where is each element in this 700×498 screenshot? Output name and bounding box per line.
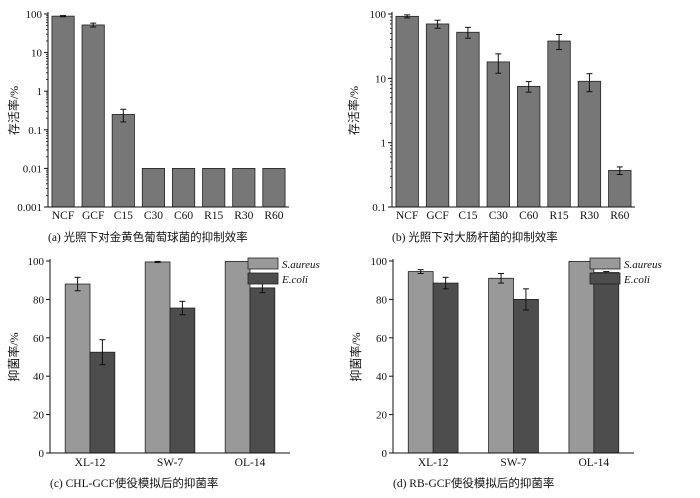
y-tick-label: 0.01 xyxy=(23,163,42,175)
bar-ecoli xyxy=(593,272,620,454)
bar xyxy=(262,167,286,208)
y-axis-label: 抑菌率/% xyxy=(348,332,363,381)
bar-saureus xyxy=(144,261,171,454)
bar xyxy=(51,15,75,208)
chart-panel-a: 0.001 0.01 0.1 1 10 100 NCF GCF C15 C30 C60 R15 R30 R… xyxy=(6,9,289,244)
y-tick-label: 10 xyxy=(375,73,387,85)
bar xyxy=(81,24,105,208)
x-tick-label: C30 xyxy=(489,210,508,222)
x-tick-label: C30 xyxy=(144,210,163,222)
y-tick-label: 1 xyxy=(37,86,43,98)
x-tick-label: R15 xyxy=(549,210,568,222)
y-axis-label: 抑菌率/% xyxy=(6,332,21,381)
x-tick-label: R30 xyxy=(234,210,253,222)
legend-swatch xyxy=(247,257,279,270)
legend-label: S.aureus xyxy=(282,259,320,271)
x-tick-label: GCF xyxy=(426,210,448,222)
x-tick-label: C60 xyxy=(174,210,193,222)
x-tick-label: OL-14 xyxy=(235,457,266,469)
x-tick-label: GCF xyxy=(82,210,104,222)
bar xyxy=(547,40,571,208)
bar xyxy=(517,85,541,208)
y-tick-label: 0.1 xyxy=(372,202,386,214)
y-axis-label: 存活率/% xyxy=(6,86,21,135)
bar-saureus xyxy=(488,277,514,454)
bar-ecoli xyxy=(513,298,539,454)
x-tick-label: C60 xyxy=(519,210,538,222)
bar-saureus xyxy=(224,260,251,454)
bar-saureus xyxy=(407,271,434,454)
panel-caption: (c) CHL-GCF使役模拟后的抑菌率 xyxy=(50,476,218,490)
legend-swatch xyxy=(247,272,279,285)
y-tick-label: 80 xyxy=(33,294,45,306)
y-tick-label: 0 xyxy=(382,448,388,460)
bar xyxy=(486,61,510,208)
bar xyxy=(577,80,602,208)
y-tick-label: 20 xyxy=(33,410,45,422)
chart-panel-b: 0.1 1 10 100 NCF GCF C15 C30 C60 R15 R30 R60 存活率/% (b… xyxy=(346,9,635,244)
bar xyxy=(172,167,196,208)
x-tick-label: R15 xyxy=(204,210,223,222)
y-axis-label: 存活率/% xyxy=(346,86,361,135)
x-tick-label: R30 xyxy=(580,210,599,222)
bar xyxy=(456,31,480,208)
x-tick-label: NCF xyxy=(52,210,74,222)
y-tick-label: 40 xyxy=(33,371,45,383)
y-tick-label: 20 xyxy=(376,410,388,422)
legend-swatch xyxy=(589,257,621,270)
bar-saureus xyxy=(64,283,91,454)
bar xyxy=(141,167,165,208)
bar xyxy=(425,23,450,208)
y-tick-label: 60 xyxy=(33,333,45,345)
x-tick-label: NCF xyxy=(396,210,418,222)
y-tick-label: 100 xyxy=(371,256,388,268)
bar-ecoli xyxy=(432,282,459,454)
y-tick-label: 10 xyxy=(31,48,43,60)
x-tick-label: OL-14 xyxy=(578,457,609,469)
legend-label: E.coli xyxy=(281,274,308,286)
bar-ecoli xyxy=(249,287,276,454)
x-tick-label: C15 xyxy=(458,210,477,222)
panel-caption: (d) RB-GCF使役模拟后的抑菌率 xyxy=(393,476,554,490)
y-tick-label: 0 xyxy=(39,448,45,460)
bar xyxy=(608,170,632,208)
bar xyxy=(202,167,226,208)
x-tick-label: XL-12 xyxy=(418,457,449,469)
panel-caption: (b) 光照下对大肠杆菌的抑制效率 xyxy=(392,230,558,244)
bar-saureus xyxy=(568,260,595,454)
y-tick-label: 60 xyxy=(376,333,388,345)
x-tick-label: SW-7 xyxy=(157,457,183,469)
chart-panel-c: 0 20 40 60 80 100 XL-12 SW-7 OL-14 抑菌率/% (c) CHL-G… xyxy=(6,256,320,490)
y-tick-label: 1 xyxy=(381,138,387,150)
y-tick-label: 100 xyxy=(26,9,43,21)
y-tick-label: 100 xyxy=(370,9,387,21)
x-tick-label: R60 xyxy=(264,210,283,222)
bar xyxy=(395,15,419,208)
y-tick-label: 40 xyxy=(376,371,388,383)
x-tick-label: XL-12 xyxy=(75,457,106,469)
y-tick-label: 100 xyxy=(28,256,45,268)
bar-ecoli xyxy=(169,307,196,454)
y-tick-label: 0.001 xyxy=(17,202,42,214)
legend-label: E.coli xyxy=(623,274,650,286)
bar-ecoli xyxy=(89,351,116,454)
panel-caption: (a) 光照下对金黄色葡萄球菌的抑制效率 xyxy=(48,230,248,244)
y-tick-label: 0.1 xyxy=(28,125,42,137)
x-tick-label: SW-7 xyxy=(500,457,526,469)
x-tick-label: C15 xyxy=(114,210,133,222)
x-tick-label: R60 xyxy=(610,210,629,222)
legend-label: S.aureus xyxy=(624,259,662,271)
bar xyxy=(111,114,135,208)
legend-swatch xyxy=(589,272,621,285)
bar xyxy=(232,167,256,208)
chart-panel-d: 0 20 40 60 80 100 XL-12 SW-7 OL-14 抑菌率/% (d) RB-GC… xyxy=(348,256,662,490)
y-tick-label: 80 xyxy=(376,294,388,306)
